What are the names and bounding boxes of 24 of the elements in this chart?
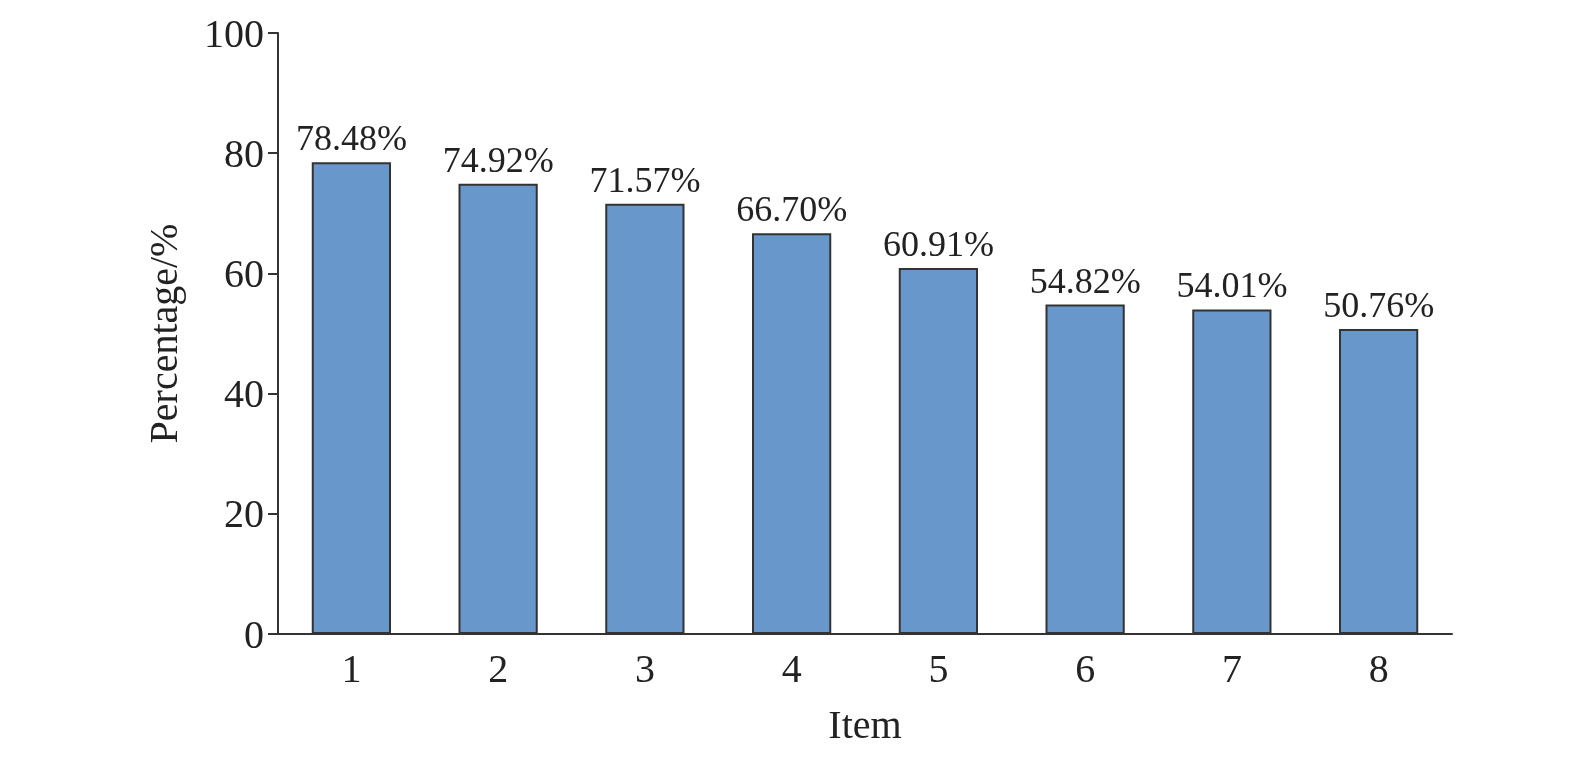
y-tick-label: 20 <box>224 491 264 537</box>
data-label: 54.82% <box>1029 260 1141 301</box>
y-axis-title: Percentage/% <box>140 223 186 444</box>
x-tick-label: 8 <box>1368 645 1389 691</box>
y-tick-label: 100 <box>204 10 264 56</box>
x-tick-label: 7 <box>1221 645 1242 691</box>
y-tick-label: 0 <box>244 611 264 657</box>
y-tick-label: 40 <box>224 371 264 417</box>
data-label: 54.01% <box>1176 265 1288 306</box>
x-tick-label: 3 <box>634 645 655 691</box>
data-label: 74.92% <box>442 139 554 180</box>
y-tick-label: 60 <box>224 250 264 296</box>
x-axis-title: Item <box>828 701 902 747</box>
x-tick-label: 4 <box>781 645 802 691</box>
data-label: 50.76% <box>1323 284 1435 325</box>
x-tick-label: 6 <box>1075 645 1096 691</box>
y-tick-label: 80 <box>224 130 264 176</box>
data-label: 78.48% <box>295 118 407 159</box>
x-tick-label: 1 <box>341 645 362 691</box>
x-tick-label: 5 <box>928 645 949 691</box>
data-label: 60.91% <box>882 223 994 264</box>
x-tick-label: 2 <box>488 645 509 691</box>
data-label: 71.57% <box>589 159 701 200</box>
data-label: 66.70% <box>736 189 848 230</box>
